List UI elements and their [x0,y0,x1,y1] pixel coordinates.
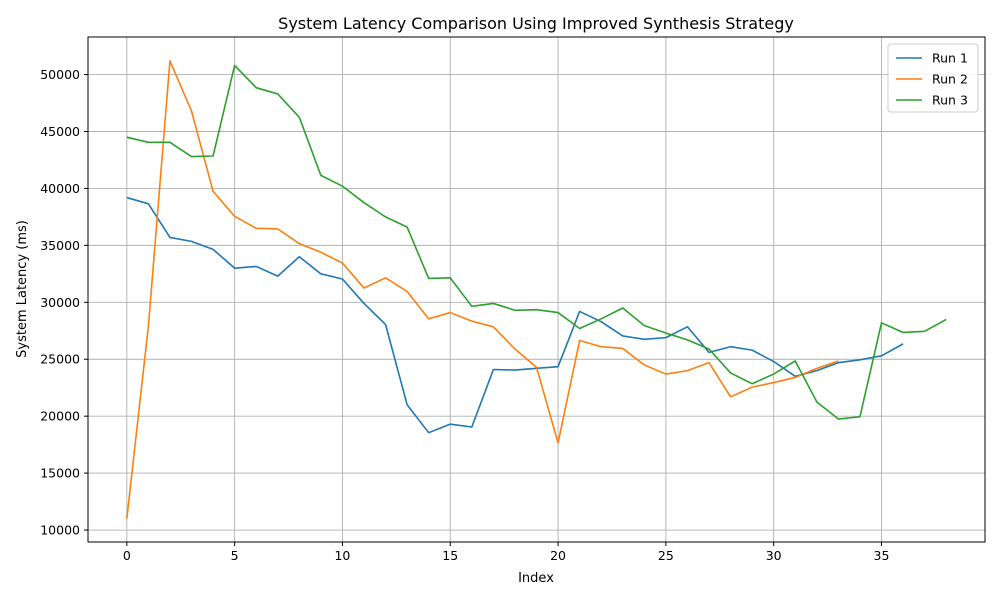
grid-lines [88,37,985,542]
y-axis-ticks: 10000 15000 20000 25000 30000 35000 40000 45000… [40,67,88,538]
y-tick-label: 40000 [40,181,80,196]
y-axis-label: System Latency (ms) [15,220,30,358]
legend-label-run-2: Run 2 [932,72,968,87]
x-tick-label: 10 [334,548,350,563]
x-axis-label: Index [518,571,554,586]
legend-label-run-3: Run 3 [932,93,968,108]
x-tick-label: 15 [442,548,458,563]
chart-title: System Latency Comparison Using Improved… [278,14,794,33]
series-line-run-1 [126,196,904,434]
y-tick-label: 10000 [40,523,80,538]
series-lines [126,60,947,519]
series-line-run-2 [126,60,839,519]
plot-frame [87,36,986,543]
y-tick-label: 35000 [40,238,80,253]
x-tick-label: 35 [874,548,890,563]
x-tick-label: 30 [766,548,782,563]
y-tick-label: 25000 [40,352,80,367]
x-tick-label: 5 [231,548,239,563]
x-axis-ticks: 0 5 10 15 20 25 30 35 [123,542,890,563]
legend: Run 1 Run 2 Run 3 [887,43,979,113]
series-line-run-3 [126,64,947,420]
legend-label-run-1: Run 1 [932,51,968,66]
x-tick-label: 20 [550,548,566,563]
y-tick-label: 15000 [40,466,80,481]
y-tick-label: 30000 [40,295,80,310]
y-tick-label: 45000 [40,124,80,139]
x-tick-label: 25 [658,548,674,563]
y-tick-label: 50000 [40,67,80,82]
y-tick-label: 20000 [40,409,80,424]
legend-box [887,43,979,113]
x-tick-label: 0 [123,548,131,563]
